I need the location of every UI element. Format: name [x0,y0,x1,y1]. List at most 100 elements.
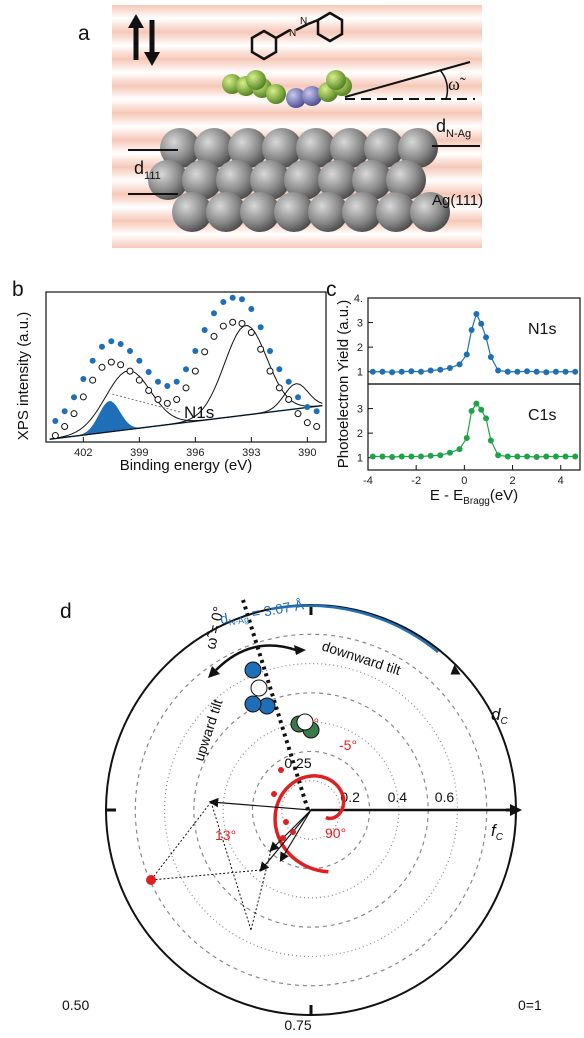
panel-b-frame [45,291,327,443]
panel-c-point-n1s [562,368,569,375]
panel-b-point-blue [127,348,133,354]
polar-construction-line [250,849,272,931]
panel-b-point-open [313,423,321,431]
panel-b-point-open [201,348,209,356]
panel-c-point-c1s [562,453,569,460]
panel-c-c1s-label: C1s [528,407,556,424]
panel-c-point-c1s [483,415,490,422]
panel-b-point-open [61,423,69,431]
panel-b-xtick-4: 390 [298,447,316,459]
polar-radial-label-2: 0.6 [435,789,455,805]
polar-omega-zero-line [241,599,310,811]
panel-b-point-open [107,358,115,366]
polar-vector [208,797,312,811]
panel-b-point-open [163,399,171,407]
panel-b-point-open [145,386,153,394]
panel-b-point-open [154,395,162,403]
panel-b-point-blue [201,327,208,333]
panel-c-point-c1s [524,453,530,460]
polar-phase-arc [270,604,439,654]
panel-c-point-n1s [456,361,463,368]
panel-b-point-open [117,361,125,369]
polar-red-small-point [271,791,277,797]
polar-blue-point [244,695,262,713]
d-111-label: d [134,158,144,178]
panel-b-point-open [191,367,199,375]
panel-b-point-open [238,320,246,328]
panel-c-point-c1s [389,453,396,460]
panel-c-xtick-0: -4 [363,475,373,487]
panel-b-point-open [266,367,274,375]
panel-c-point-n1s [473,310,480,317]
panel-c-point-n1s [463,351,470,358]
panel-b-point-blue [173,378,180,385]
panel-b-point-blue [220,299,227,305]
polar-vector [279,809,312,863]
polar-tilt-arrowhead-left [208,666,220,678]
polar-phase-left: 0.50 [62,997,89,1013]
panel-b-point-blue [183,366,189,373]
panel-b-point-blue [89,357,96,364]
polar-dc-label: dC [491,705,508,727]
panel-c-point-n1s [418,368,424,375]
d-n-ag-marker: dN-Ag [432,116,480,147]
panel-c-point-n1s [369,368,376,375]
polar-tilt-arrowhead-right [294,645,306,655]
panel-c-point-n1s [572,368,579,375]
panel-c-ytick-c1s-1: 2 [357,428,363,440]
panel-c-point-n1s [504,368,511,375]
panel-d: d 0.2 0.4 0.6ω̃ = 0°dN-Ag = 3.07 ÅdCfCupwa… [60,596,542,1033]
panel-b-n1s-peak-fill [55,401,149,439]
panel-c-point-c1s [437,452,444,459]
panel-b-point-blue [145,369,152,375]
svg-text:N: N [300,16,307,27]
panel-c-point-n1s [379,368,386,375]
panel-b-point-blue [164,383,171,389]
polar-blue-point [258,697,276,715]
polar-angle-90-label: 90° [325,825,346,841]
polar-arc-arrowhead [450,664,461,675]
panel-c-point-n1s [398,368,405,375]
panel-c-point-n1s [524,368,530,375]
panel-c-ylabel: Photoelectron Yield (a.u.) [335,300,352,468]
polar-construction-line [150,801,212,881]
panel-b-point-blue [304,404,311,410]
panel-c-point-n1s [495,367,502,374]
polar-red-spiral [273,774,346,874]
panel-c-label: c [326,278,337,301]
panel-c-point-n1s [483,334,490,341]
panel-a-label: a [78,22,90,45]
panel-c-point-c1s [533,453,540,460]
panel-c-point-n1s [514,368,521,375]
panel-c-xtick-1: -2 [411,475,421,487]
panel-c-point-c1s [379,453,386,460]
polar-downward-tilt: downward tilt [320,638,403,678]
panel-b-ticks: 402 399 396 393 390 [74,437,317,459]
ag-substrate [148,128,450,232]
panel-b-point-open [79,393,87,401]
panel-c-ytick-c1s-2: 3 [357,404,363,416]
panel-b-point-blue [257,324,264,331]
panel-c-ticks: -4 -2 0 2 4 1 2 3 4. 1 2 3 [354,293,564,487]
panel-c-point-n1s [543,369,550,376]
panel-b-point-open [182,384,190,392]
panel-c-xtick-3: 2 [509,475,515,487]
panel-b-point-blue [285,378,292,385]
panel-c-point-c1s [572,453,579,460]
polar-blue-point [250,679,268,697]
panel-c-point-c1s [495,452,502,459]
polar-dnag-label: dN-Ag = 3.07 Å [219,596,306,629]
polar-blue-point [244,661,262,679]
d-n-ag-sub: N-Ag [446,128,471,140]
polar-red-small-point [280,835,286,841]
panel-c-point-c1s [408,453,415,460]
panel-c-point-c1s [418,453,424,460]
panel-c-ytick-n1s-0: 1 [357,367,363,379]
panel-c-ytick-n1s-2: 3 [357,318,363,330]
d-111-sub: 111 [144,170,161,182]
polar-red-small-point [290,829,296,835]
panel-c-point-c1s [398,453,405,460]
panel-b-point-blue [239,296,245,303]
polar-tilt-arrow [215,644,297,671]
panel-c-point-c1s [463,435,470,442]
